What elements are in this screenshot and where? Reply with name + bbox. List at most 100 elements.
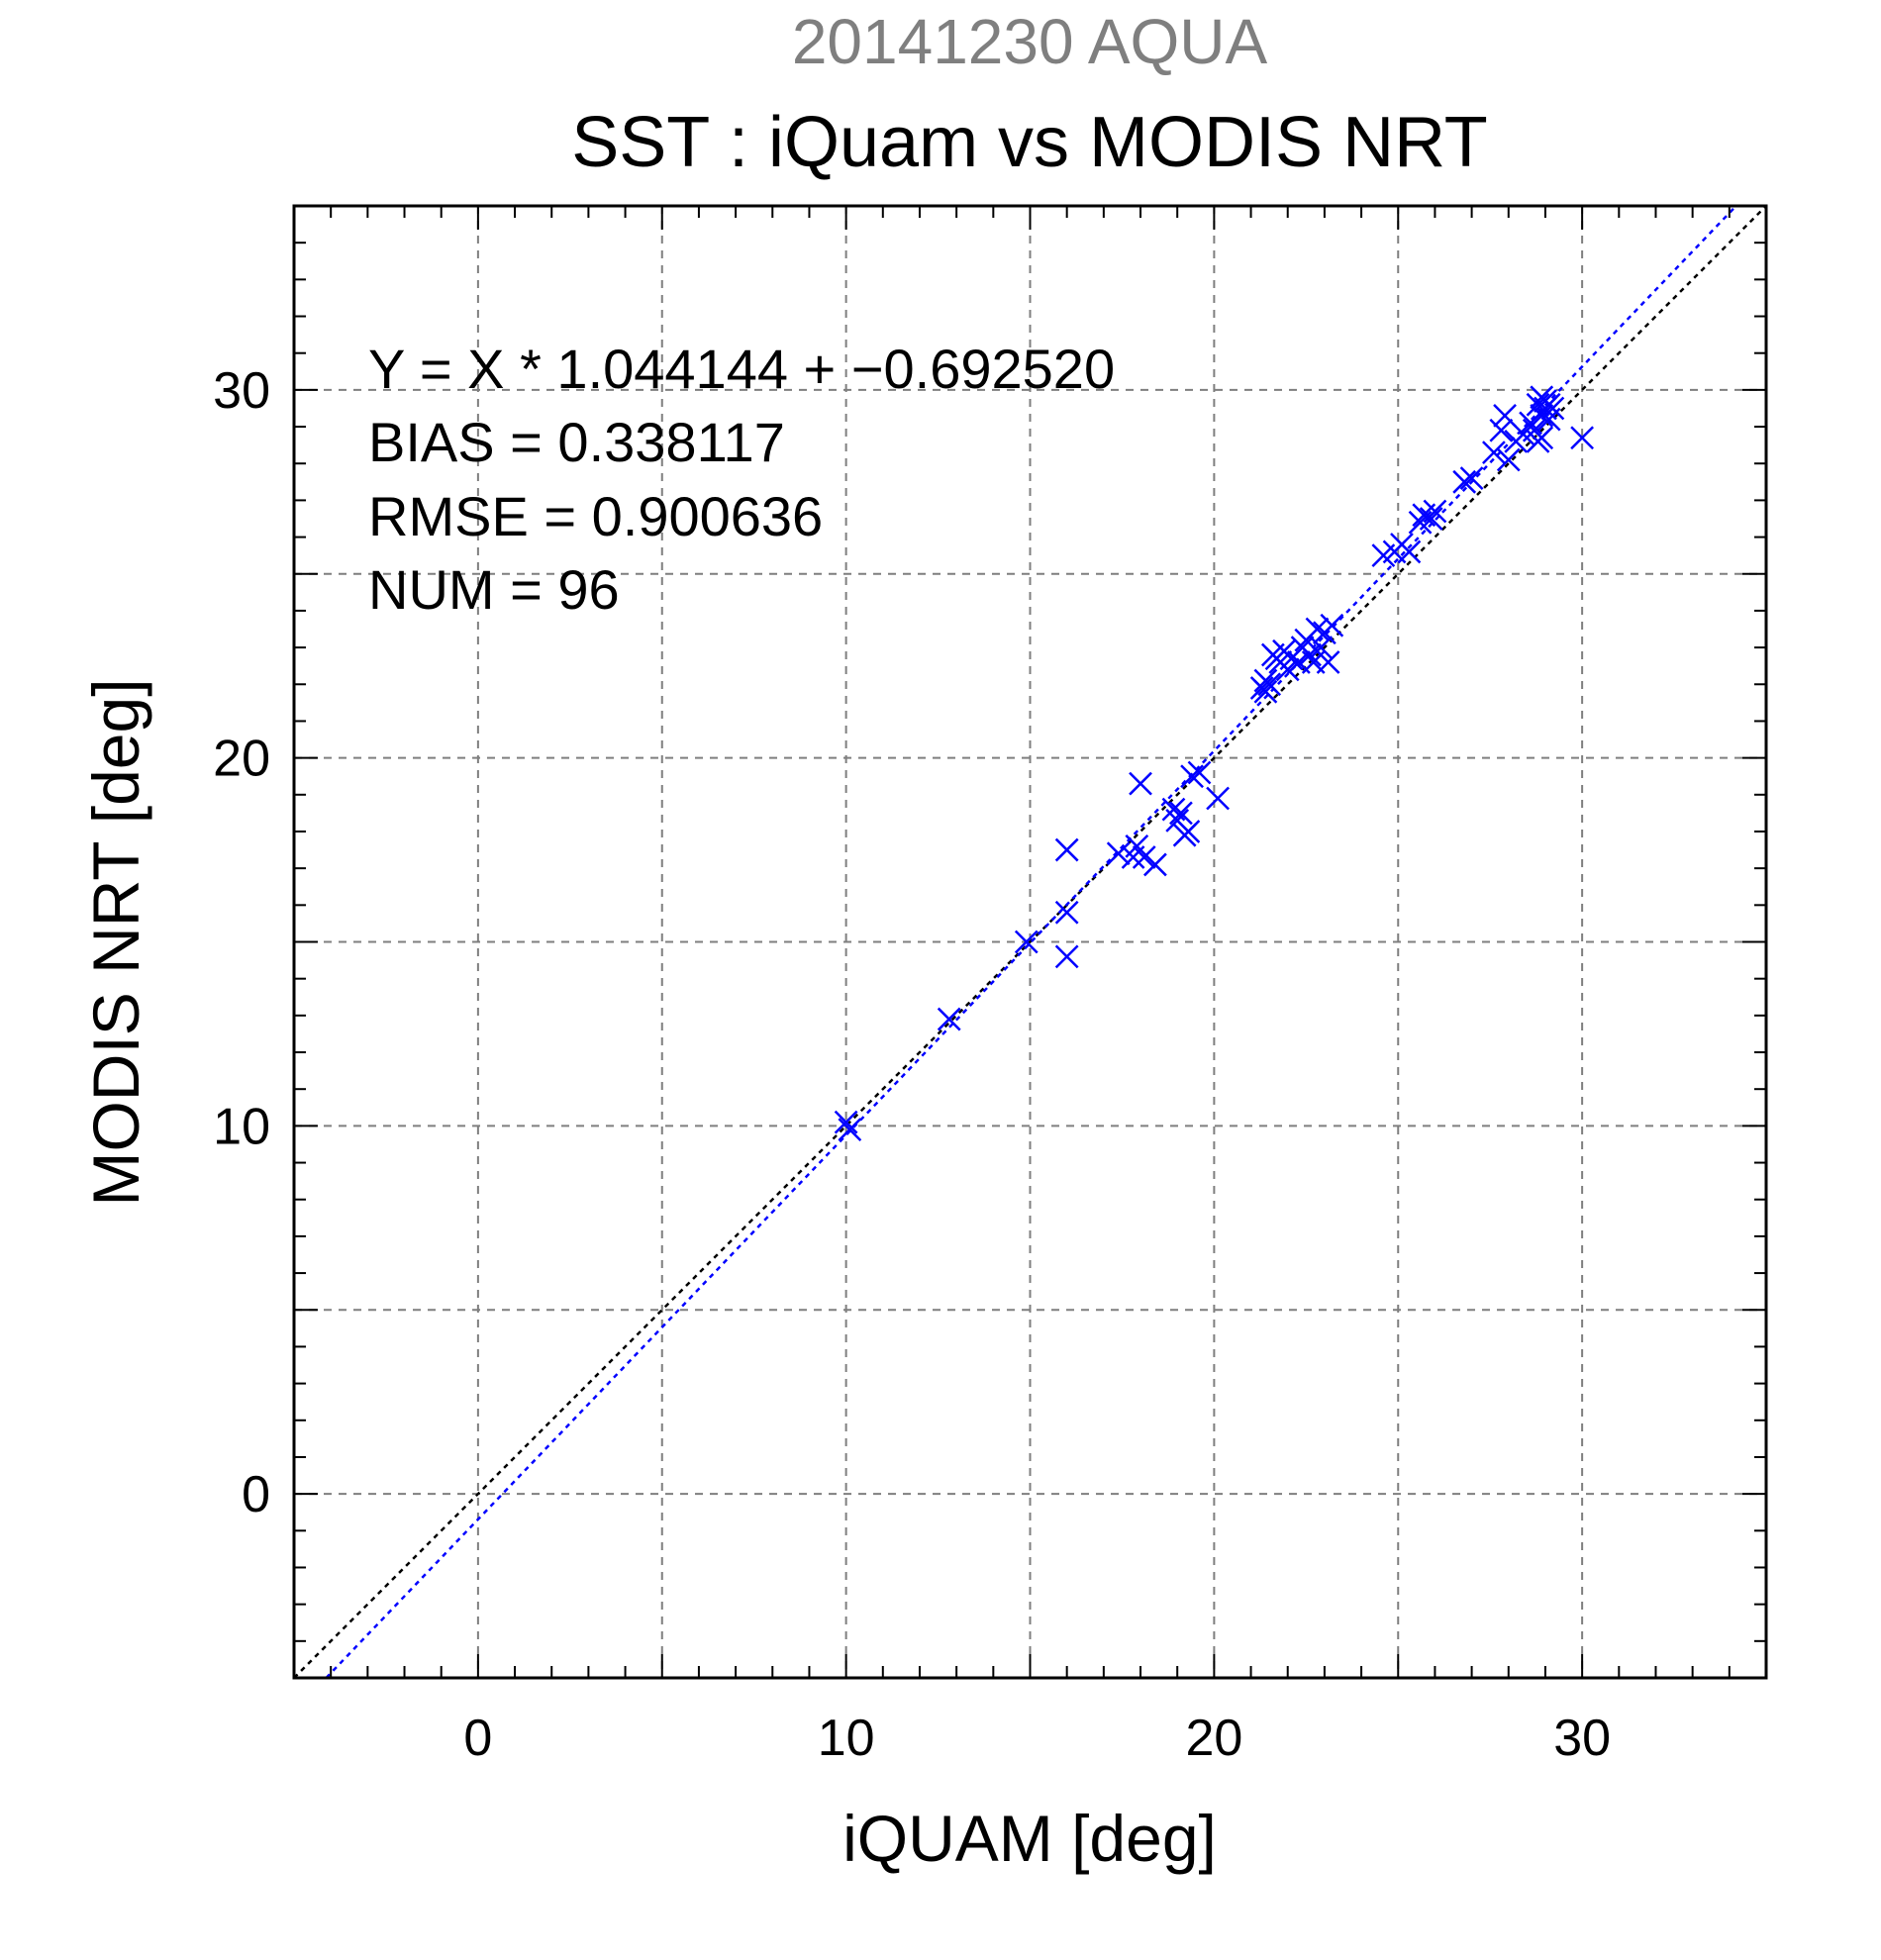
point-stroke xyxy=(1452,469,1477,494)
point-stroke xyxy=(834,1110,858,1134)
data-point xyxy=(1253,679,1278,704)
num-value: NUM = 96 xyxy=(368,558,620,621)
data-point xyxy=(1496,447,1521,472)
data-point xyxy=(838,1118,862,1141)
data-point xyxy=(1143,852,1167,877)
rmse-value: RMSE = 0.900636 xyxy=(368,485,823,547)
x-tick-labels: 0 10 20 30 xyxy=(463,1710,1611,1767)
data-point xyxy=(1180,764,1204,789)
data-point xyxy=(834,1110,858,1134)
point-stroke xyxy=(1530,426,1554,450)
x-axis-label: iQUAM [deg] xyxy=(842,1802,1217,1875)
data-point xyxy=(1309,636,1334,659)
point-stroke xyxy=(1298,642,1322,667)
data-point xyxy=(1054,837,1079,862)
identity-line xyxy=(293,205,1767,1679)
point-stroke xyxy=(1419,507,1443,531)
point-stroke xyxy=(1161,797,1186,822)
x-tick-label: 10 xyxy=(818,1710,875,1767)
data-point xyxy=(1298,642,1322,667)
point-stroke xyxy=(1106,841,1131,866)
point-stroke xyxy=(1257,672,1282,697)
y-tick-label: 30 xyxy=(213,362,270,420)
point-stroke xyxy=(1309,636,1334,659)
point-stroke xyxy=(1397,539,1422,564)
point-stroke xyxy=(1054,900,1079,925)
grid xyxy=(294,206,1766,1678)
y-tick-label: 0 xyxy=(242,1466,270,1523)
point-stroke xyxy=(1054,837,1079,862)
point-stroke xyxy=(1316,650,1340,674)
data-point xyxy=(1530,426,1554,450)
regression-line xyxy=(325,205,1737,1679)
data-point xyxy=(1187,760,1212,785)
axis-ticks xyxy=(293,205,1767,1679)
point-stroke xyxy=(1459,466,1484,490)
y-tick-label: 20 xyxy=(213,731,270,788)
y-tick-label: 10 xyxy=(213,1098,270,1155)
point-stroke xyxy=(1496,447,1521,472)
point-stroke xyxy=(1305,617,1330,641)
x-tick-label: 30 xyxy=(1553,1710,1611,1767)
data-point xyxy=(1570,426,1595,450)
point-stroke xyxy=(1187,760,1212,785)
data-point xyxy=(1169,801,1193,826)
data-point xyxy=(1054,900,1079,925)
stats-box: Y = X * 1.044144 + −0.692520 BIAS = 0.33… xyxy=(368,338,1115,621)
point-stroke xyxy=(1570,426,1595,450)
data-point xyxy=(1320,613,1344,637)
point-stroke xyxy=(1165,808,1190,833)
data-point xyxy=(1459,466,1484,490)
data-point xyxy=(1419,507,1443,531)
data-point xyxy=(1132,845,1156,869)
data-point xyxy=(1014,930,1039,954)
reference-lines xyxy=(293,205,1767,1679)
point-stroke xyxy=(1540,396,1565,421)
point-stroke xyxy=(1180,764,1204,789)
point-stroke xyxy=(1176,820,1201,843)
y-tick-labels: 0 10 20 30 xyxy=(213,362,270,1523)
point-stroke xyxy=(1482,441,1506,464)
point-stroke xyxy=(1014,930,1039,954)
data-point xyxy=(1423,499,1447,524)
data-point xyxy=(1452,469,1477,494)
data-point xyxy=(1176,820,1201,843)
point-stroke xyxy=(1129,771,1152,796)
data-point xyxy=(1316,650,1340,674)
data-point xyxy=(1129,771,1152,796)
data-point xyxy=(1257,672,1282,697)
data-point xyxy=(1489,418,1514,442)
data-point xyxy=(1054,944,1079,969)
point-stroke xyxy=(1423,499,1447,524)
point-stroke xyxy=(1526,392,1550,417)
data-point xyxy=(1397,539,1422,564)
point-stroke xyxy=(1132,845,1156,869)
data-point xyxy=(1206,786,1230,811)
point-stroke xyxy=(1143,852,1167,877)
data-point xyxy=(1530,404,1554,428)
point-stroke xyxy=(1320,613,1344,637)
point-stroke xyxy=(1125,833,1149,858)
point-stroke xyxy=(1493,404,1517,428)
data-point xyxy=(1540,396,1565,421)
fit-equation: Y = X * 1.044144 + −0.692520 xyxy=(368,338,1115,400)
data-points xyxy=(834,385,1595,1141)
x-tick-label: 0 xyxy=(463,1710,492,1767)
data-point xyxy=(1125,833,1149,858)
chart-supertitle: 20141230 AQUA xyxy=(792,6,1268,77)
point-stroke xyxy=(1530,404,1554,428)
point-stroke xyxy=(1253,679,1278,704)
data-point xyxy=(937,1007,961,1031)
point-stroke xyxy=(1489,418,1514,442)
bias-value: BIAS = 0.338117 xyxy=(368,411,785,473)
data-point xyxy=(1493,404,1517,428)
y-axis-label: MODIS NRT [deg] xyxy=(79,678,152,1206)
point-stroke xyxy=(1054,944,1079,969)
data-point xyxy=(1482,441,1506,464)
point-stroke xyxy=(937,1007,961,1031)
x-tick-label: 20 xyxy=(1185,1710,1242,1767)
point-stroke xyxy=(1206,786,1230,811)
point-stroke xyxy=(838,1118,862,1141)
data-point xyxy=(1305,617,1330,641)
